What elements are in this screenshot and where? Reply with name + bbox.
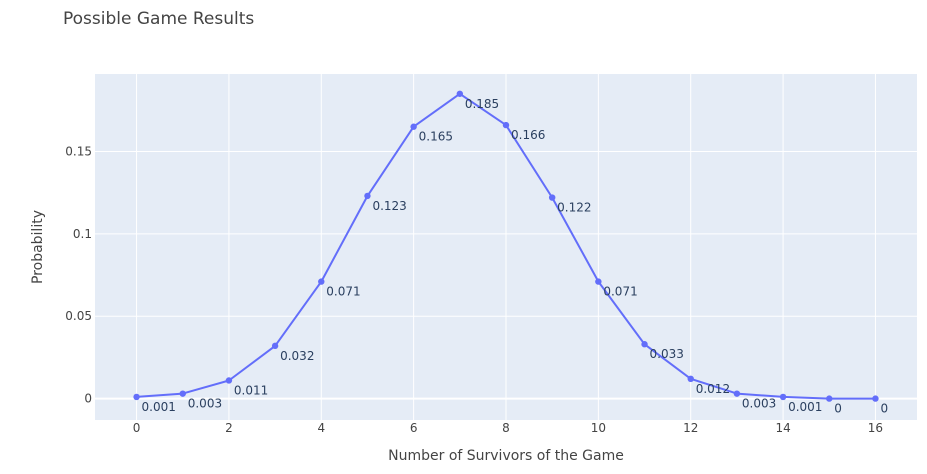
y-tick-label: 0.05 bbox=[65, 309, 92, 323]
data-label: 0.001 bbox=[788, 400, 822, 414]
data-point bbox=[641, 341, 648, 348]
x-tick-label: 10 bbox=[591, 421, 606, 435]
data-label: 0.165 bbox=[419, 130, 453, 144]
data-label: 0.185 bbox=[465, 97, 499, 111]
data-point bbox=[595, 278, 602, 285]
y-axis-ticks: 0 0.05 0.1 0.15 bbox=[65, 144, 92, 405]
data-label: 0.003 bbox=[742, 397, 776, 411]
data-point bbox=[456, 90, 464, 97]
data-label: 0.071 bbox=[326, 285, 360, 299]
data-labels: 0.001 0.003 0.011 0.032 0.071 0.123 0.165 0.185… bbox=[142, 97, 889, 416]
data-point bbox=[872, 395, 879, 402]
data-point bbox=[179, 390, 186, 397]
y-tick-label: 0.1 bbox=[73, 227, 92, 241]
data-point bbox=[410, 123, 417, 130]
data-label: 0.011 bbox=[234, 383, 268, 397]
data-label: 0 bbox=[880, 402, 888, 416]
data-label: 0.033 bbox=[650, 347, 684, 361]
x-axis-ticks: 0 2 4 6 8 10 12 14 16 bbox=[133, 421, 883, 435]
data-point bbox=[225, 377, 233, 384]
data-point bbox=[133, 393, 140, 401]
data-label: 0.003 bbox=[188, 397, 222, 411]
data-point bbox=[271, 342, 279, 350]
x-tick-label: 8 bbox=[502, 421, 510, 435]
x-axis-title: Number of Survivors of the Game bbox=[388, 448, 624, 464]
x-tick-label: 12 bbox=[683, 421, 698, 435]
data-label: 0.071 bbox=[603, 285, 637, 299]
data-label: 0.123 bbox=[372, 199, 406, 213]
data-point bbox=[687, 375, 694, 383]
data-label: 0.032 bbox=[280, 349, 314, 363]
x-tick-label: 0 bbox=[133, 421, 141, 435]
data-label: 0.012 bbox=[696, 382, 730, 396]
data-label: 0.001 bbox=[142, 400, 176, 414]
data-point bbox=[548, 194, 556, 201]
chart-title: Possible Game Results bbox=[63, 9, 254, 29]
x-tick-label: 4 bbox=[317, 421, 325, 435]
data-point bbox=[733, 390, 741, 397]
data-point bbox=[502, 121, 510, 129]
data-point bbox=[826, 395, 833, 402]
x-tick-label: 2 bbox=[225, 421, 233, 435]
x-tick-label: 16 bbox=[868, 421, 883, 435]
data-label: 0.166 bbox=[511, 128, 545, 142]
data-point bbox=[779, 393, 787, 401]
data-label: 0.122 bbox=[557, 201, 591, 215]
data-point bbox=[318, 278, 325, 285]
y-tick-label: 0.15 bbox=[65, 144, 92, 158]
data-label: 0 bbox=[834, 402, 842, 416]
x-tick-label: 14 bbox=[775, 421, 790, 435]
y-axis-title: Probability bbox=[30, 210, 46, 284]
gridlines bbox=[95, 74, 917, 420]
data-point bbox=[364, 192, 371, 200]
y-tick-label: 0 bbox=[84, 392, 92, 406]
series-group bbox=[133, 90, 879, 402]
x-tick-label: 6 bbox=[410, 421, 418, 435]
